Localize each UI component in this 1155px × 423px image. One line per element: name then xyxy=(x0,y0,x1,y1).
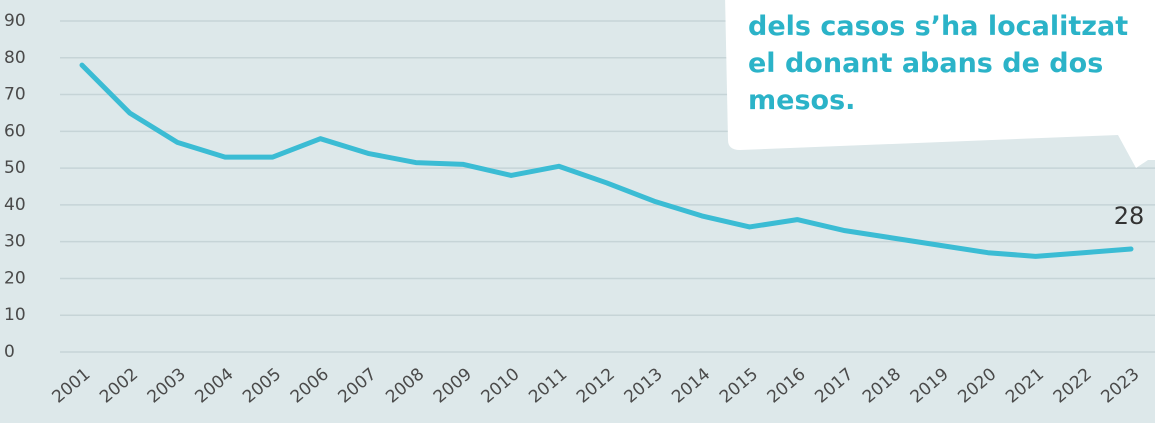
x-tick-label: 2010 xyxy=(478,364,524,407)
x-tick-label: 2014 xyxy=(668,364,714,407)
x-tick-label: 2008 xyxy=(382,364,428,407)
data-label: 28 xyxy=(1114,202,1145,230)
y-tick-label: 80 xyxy=(4,48,26,68)
x-tick-label: 2018 xyxy=(859,364,905,407)
x-tick-label: 2003 xyxy=(144,364,190,407)
x-tick-label: 2004 xyxy=(191,364,237,407)
y-tick-label: 90 xyxy=(4,11,26,31)
x-tick-label: 2017 xyxy=(811,364,857,407)
x-tick-label: 2023 xyxy=(1097,364,1143,407)
x-tick-label: 2011 xyxy=(525,364,571,407)
x-tick-label: 2002 xyxy=(96,364,142,407)
x-tick-label: 2009 xyxy=(430,364,476,407)
y-tick-label: 70 xyxy=(4,85,26,105)
y-tick-label: 0 xyxy=(4,342,15,362)
x-tick-label: 2015 xyxy=(716,364,762,407)
annotation: dels casos s’ha localitzat xyxy=(748,11,1128,42)
y-tick-label: 10 xyxy=(4,305,26,325)
x-tick-label: 2001 xyxy=(48,364,94,407)
y-tick-label: 50 xyxy=(4,158,26,178)
x-tick-label: 2007 xyxy=(335,364,381,407)
x-tick-label: 2020 xyxy=(954,364,1000,407)
x-tick-label: 2022 xyxy=(1050,364,1096,407)
x-tick-label: 2019 xyxy=(907,364,953,407)
x-tick-label: 2006 xyxy=(287,364,333,407)
y-tick-label: 60 xyxy=(4,121,26,141)
y-tick-label: 40 xyxy=(4,195,26,215)
speech-bubble xyxy=(725,0,1155,168)
y-tick-label: 20 xyxy=(4,268,26,288)
annotation: el donant abans de dos xyxy=(748,48,1103,79)
data-line xyxy=(79,62,1134,259)
x-tick-label: 2021 xyxy=(1002,364,1048,407)
x-tick-label: 2013 xyxy=(621,364,667,407)
annotation: mesos. xyxy=(748,85,855,116)
x-tick-label: 2005 xyxy=(239,364,285,407)
x-tick-label: 2012 xyxy=(573,364,619,407)
y-tick-label: 30 xyxy=(4,232,26,252)
x-tick-label: 2016 xyxy=(764,364,810,407)
